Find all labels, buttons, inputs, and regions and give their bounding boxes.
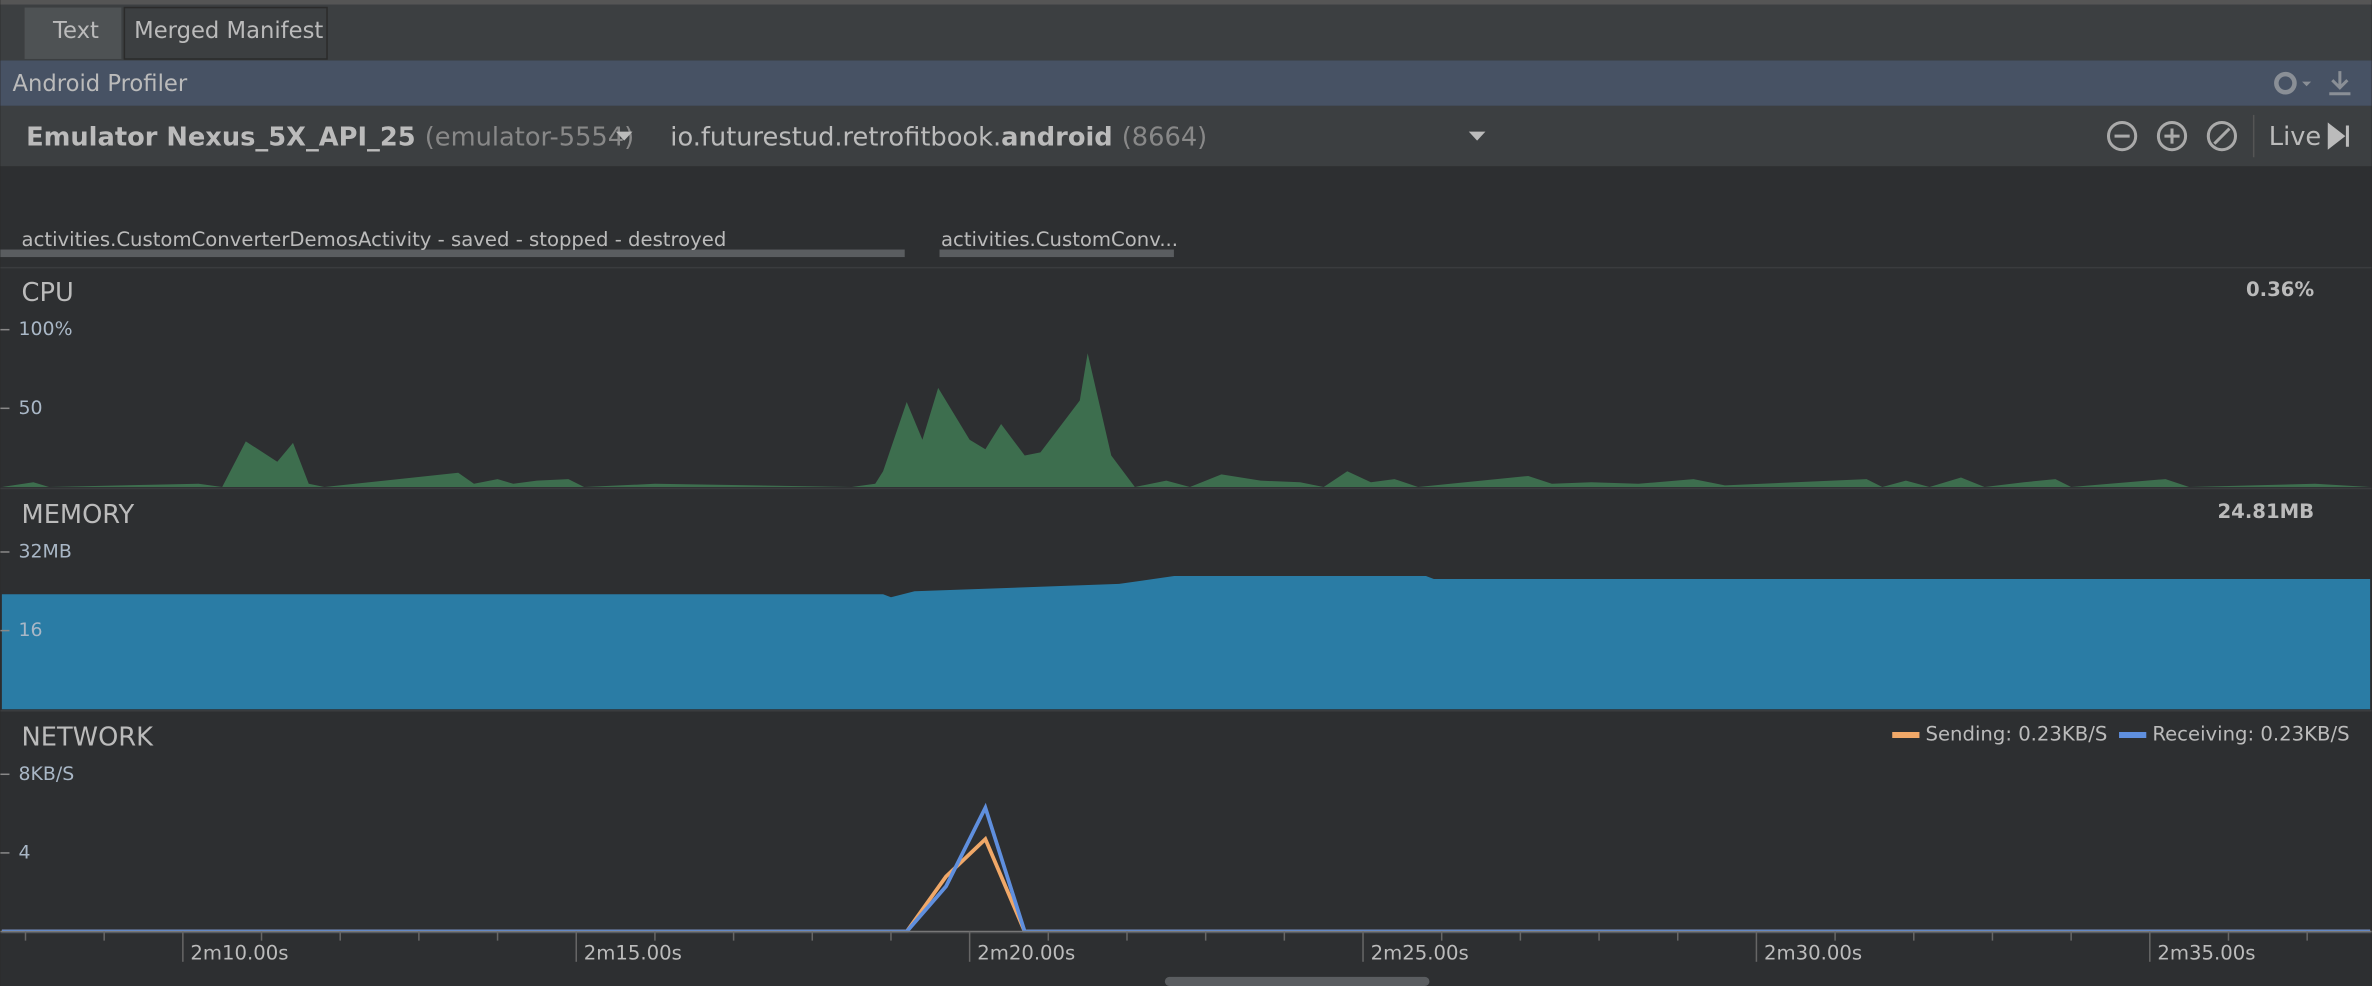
y-tick-label: 16 xyxy=(19,619,43,641)
activity-bar xyxy=(0,249,905,258)
reset-zoom[interactable] xyxy=(2206,120,2238,152)
area xyxy=(1,353,2371,487)
x-tick-label: 2m30.00s xyxy=(1764,942,1862,965)
tool-window-header xyxy=(0,60,2372,106)
tab-bar xyxy=(0,0,2372,61)
zoom-in[interactable] xyxy=(2156,120,2188,152)
x-tick-label: 2m25.00s xyxy=(1371,942,1469,965)
y-tick-label: 8KB/S xyxy=(19,763,75,785)
settings-icon[interactable] xyxy=(2274,71,2312,95)
toolbar xyxy=(0,105,2372,167)
live-button[interactable]: Live xyxy=(2269,122,2321,152)
y-tick-label: 32MB xyxy=(19,540,72,562)
tab-label[interactable]: Text xyxy=(52,18,99,44)
y-tick-label: 4 xyxy=(19,841,31,863)
legend-label: Sending: 0.23KB/S xyxy=(1925,722,2107,745)
zoom-out[interactable] xyxy=(2106,120,2138,152)
current-value: 0.36% xyxy=(2246,278,2314,301)
download-icon[interactable] xyxy=(2329,71,2351,96)
legend-label: Receiving: 0.23KB/S xyxy=(2152,722,2349,745)
plots: CPU 0.36% 100% 50 MEMORY 24.81MB 32MB 16 NETWORK… xyxy=(0,278,2372,965)
activity-bar xyxy=(939,249,1174,258)
x-tick-label: 2m10.00s xyxy=(190,942,288,965)
y-tick-label: 100% xyxy=(19,318,73,340)
activity-label: activities.CustomConverterDemosActivity … xyxy=(22,228,727,251)
x-tick-label: 2m20.00s xyxy=(977,942,1075,965)
dropdown-arrow[interactable] xyxy=(1468,131,1486,141)
x-tick-label: 2m35.00s xyxy=(2157,942,2255,965)
process-name[interactable]: io.futurestud.retrofitbook. xyxy=(670,122,1001,152)
area xyxy=(1,576,2371,710)
panel-title: MEMORY xyxy=(22,500,135,530)
device-selector[interactable]: Emulator Nexus_5X_API_25 (emulator-5554) xyxy=(26,122,634,152)
tab-text[interactable] xyxy=(24,7,122,59)
process-id[interactable]: (8664) xyxy=(1122,122,1207,152)
go-live-icon[interactable] xyxy=(2327,122,2349,150)
panel-title: NETWORK xyxy=(22,722,155,752)
tab-manifest[interactable] xyxy=(123,6,328,60)
panel-title: CPU xyxy=(22,278,74,308)
device-name[interactable]: Emulator Nexus_5X_API_25 xyxy=(26,122,416,152)
dropdown-arrow[interactable] xyxy=(615,131,633,141)
tool-window-title: Android Profiler xyxy=(12,71,187,97)
scrollbar[interactable] xyxy=(1164,976,1430,986)
x-tick-label: 2m15.00s xyxy=(584,942,682,965)
process-name-bold[interactable]: android xyxy=(1001,122,1113,152)
process-selector[interactable]: io.futurestud.retrofitbook.android (8664) xyxy=(670,122,1207,152)
current-value: 24.81MB xyxy=(2218,500,2315,523)
y-tick-label: 50 xyxy=(19,397,43,419)
device-id[interactable]: (emulator-5554) xyxy=(425,122,634,152)
top-edge xyxy=(0,0,2372,5)
tab-label[interactable]: Merged Manifest xyxy=(134,18,323,44)
activity-label: activities.CustomConv... xyxy=(941,228,1178,251)
